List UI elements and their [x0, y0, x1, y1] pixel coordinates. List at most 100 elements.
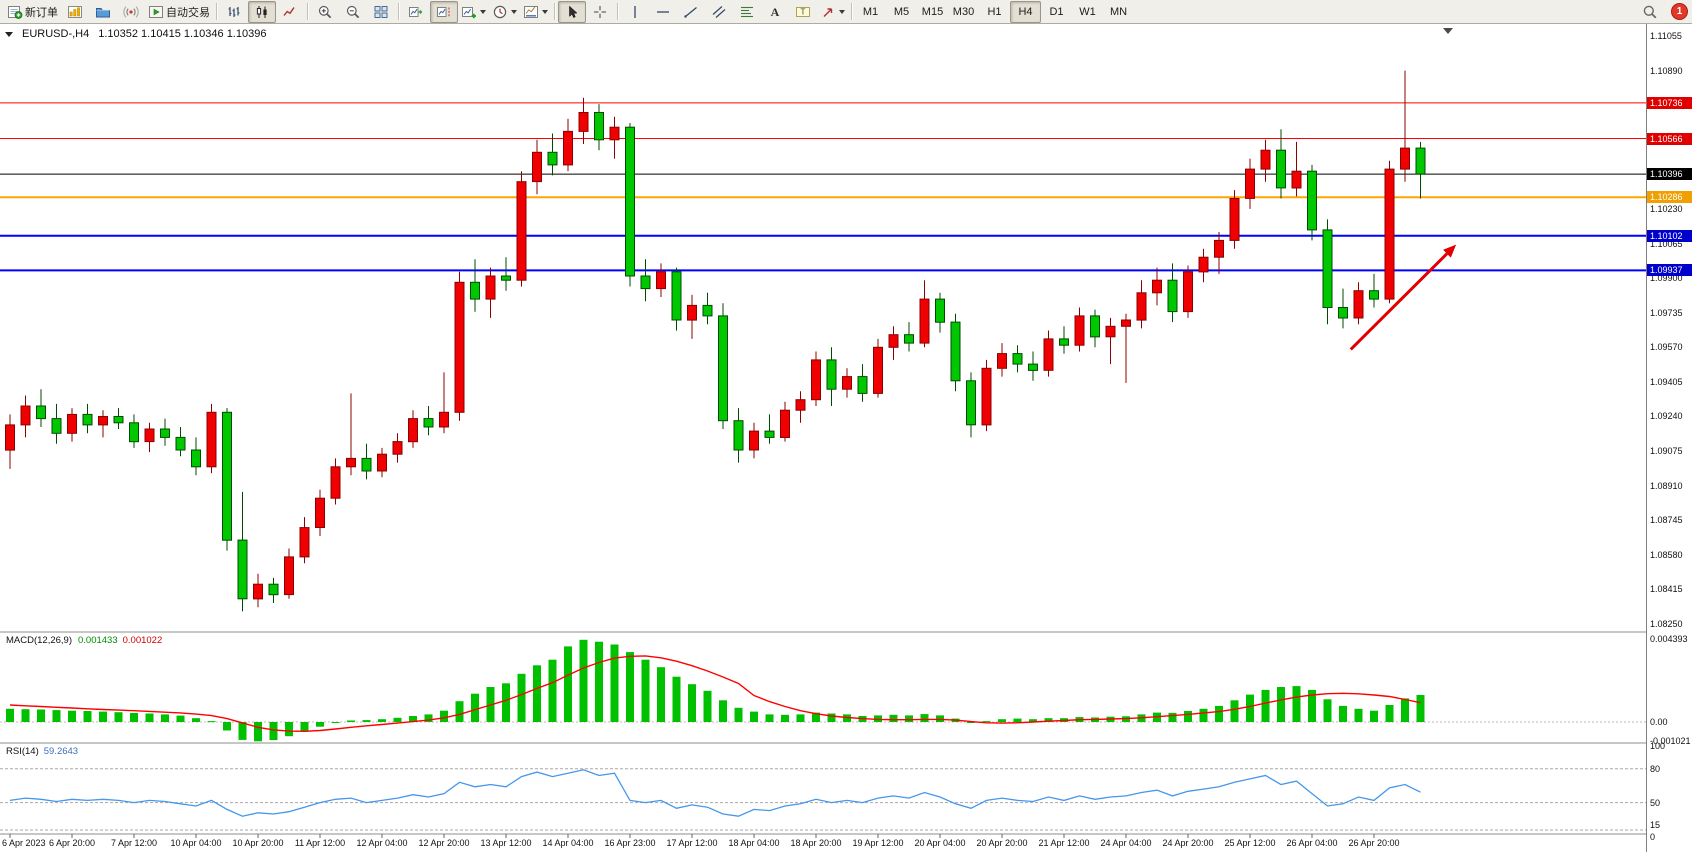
- indicators-button[interactable]: [458, 1, 489, 23]
- timeframe-w1-button[interactable]: W1: [1072, 1, 1103, 23]
- toolbar-separator: [554, 3, 555, 20]
- zoom-out-button[interactable]: [339, 1, 367, 23]
- periods-button[interactable]: [489, 1, 520, 23]
- macd-signal-line: [9, 655, 1421, 733]
- macd-histogram-bar: [1184, 711, 1192, 722]
- macd-histogram-bar: [1385, 705, 1394, 722]
- channel-button[interactable]: [705, 1, 733, 23]
- candle: [935, 292, 945, 333]
- bar-chart-button[interactable]: [220, 1, 248, 23]
- macd-histogram-bar: [796, 714, 805, 722]
- chart-profiles-button[interactable]: [89, 1, 117, 23]
- macd-histogram-bar: [68, 710, 76, 722]
- signals-button[interactable]: [117, 1, 145, 23]
- macd-histogram-bar: [657, 667, 665, 722]
- timeframe-h1-button[interactable]: H1: [979, 1, 1010, 23]
- candle: [687, 294, 697, 339]
- candle: [222, 408, 232, 551]
- candle: [702, 292, 713, 325]
- toolbar-right: 1: [1636, 0, 1688, 23]
- candle: [51, 403, 62, 444]
- timeframe-mn-button-label: MN: [1109, 5, 1128, 18]
- timeframe-m15-button[interactable]: M15: [917, 1, 948, 23]
- macd-histogram-bar: [207, 721, 216, 723]
- candle: [1307, 164, 1317, 241]
- macd-histogram-bar: [455, 701, 464, 722]
- chart-window[interactable]: 6 Apr 2023 6 Apr 20:00 7 Apr 12:00 10 Apr 0…: [0, 24, 1692, 852]
- new-order-button[interactable]: 新订单: [4, 1, 61, 23]
- timeframe-m5-button[interactable]: M5: [886, 1, 917, 23]
- macd-histogram-bar: [1401, 698, 1409, 722]
- candlesticks-layer: [5, 70, 1426, 612]
- trendline-button[interactable]: [677, 1, 705, 23]
- notifications-badge[interactable]: 1: [1671, 3, 1688, 20]
- macd-histogram-bar: [734, 707, 743, 722]
- candle: [981, 359, 992, 432]
- timeframe-m5-button-label: M5: [893, 5, 910, 18]
- line-chart-button[interactable]: [276, 1, 304, 23]
- candle: [1400, 70, 1410, 182]
- candle: [997, 343, 1007, 377]
- macd-histogram-bar: [316, 722, 324, 727]
- macd-histogram-bar: [719, 700, 727, 722]
- timeframe-d1-button[interactable]: D1: [1041, 1, 1072, 23]
- crosshair-icon: [592, 4, 608, 20]
- price-scale-label: 1.09075: [1650, 446, 1683, 457]
- timeframe-mn-button[interactable]: MN: [1103, 1, 1134, 23]
- macd-histogram-bar: [176, 715, 185, 722]
- templates-button[interactable]: [520, 1, 551, 23]
- macd-histogram-bar: [161, 714, 169, 722]
- candle: [780, 401, 790, 442]
- timeframe-h1-button-label: H1: [987, 5, 1002, 18]
- macd-histogram-bar: [1029, 719, 1037, 722]
- candle: [563, 118, 573, 172]
- tile-windows-button[interactable]: [367, 1, 395, 23]
- search-button[interactable]: [1636, 1, 1664, 23]
- cursor-button[interactable]: [558, 0, 586, 23]
- toolbar-separator: [617, 3, 618, 20]
- macd-histogram-bar: [130, 712, 138, 722]
- horizontal-line-icon: [655, 4, 671, 20]
- timeframe-m30-button[interactable]: M30: [948, 1, 979, 23]
- time-label: 25 Apr 12:00: [1224, 838, 1275, 848]
- auto-scroll-button[interactable]: [402, 1, 430, 23]
- macd-histogram-bar: [300, 722, 309, 732]
- timeframe-h4-button[interactable]: H4: [1010, 0, 1041, 23]
- new-chart-button[interactable]: [61, 1, 89, 23]
- chart-shift-button[interactable]: [430, 0, 458, 23]
- chart-canvas[interactable]: 6 Apr 2023 6 Apr 20:00 7 Apr 12:00 10 Apr 0…: [0, 24, 1692, 852]
- macd-name: MACD(12,26,9): [6, 635, 72, 646]
- new-order-button-label: 新订单: [25, 6, 58, 19]
- autotrading-button[interactable]: 自动交易: [145, 1, 213, 23]
- macd-histogram-bar: [920, 714, 929, 722]
- profiles-icon: [95, 4, 111, 20]
- periods-icon: [492, 4, 508, 20]
- line-chart-icon: [282, 4, 298, 20]
- candle: [1338, 288, 1348, 329]
- candle: [826, 347, 837, 406]
- zoom-in-button[interactable]: [311, 1, 339, 23]
- trend-arrow-object[interactable]: [1349, 244, 1457, 351]
- horizontal-line-button[interactable]: [649, 1, 677, 23]
- macd-panel-layer: [0, 639, 1646, 742]
- text-label-button[interactable]: T: [789, 1, 817, 23]
- time-label: 13 Apr 12:00: [480, 838, 531, 848]
- candle: [67, 408, 77, 442]
- candle: [1183, 265, 1193, 318]
- crosshair-button[interactable]: [586, 1, 614, 23]
- vertical-line-button[interactable]: [621, 1, 649, 23]
- one-click-trading-toggle[interactable]: [5, 31, 13, 37]
- vertical-line-icon: [627, 4, 643, 20]
- candlestick-chart-button[interactable]: [248, 0, 276, 23]
- fibonacci-button[interactable]: [733, 1, 761, 23]
- chart-shift-marker[interactable]: [1443, 28, 1453, 34]
- candle: [1012, 345, 1023, 373]
- text-button[interactable]: A: [761, 1, 789, 23]
- arrows-button[interactable]: [817, 1, 848, 23]
- timeframe-m1-button[interactable]: M1: [855, 1, 886, 23]
- macd-histogram-bar: [1292, 686, 1301, 722]
- macd-histogram-bar: [781, 714, 789, 722]
- candle: [237, 491, 248, 612]
- candle: [501, 257, 511, 291]
